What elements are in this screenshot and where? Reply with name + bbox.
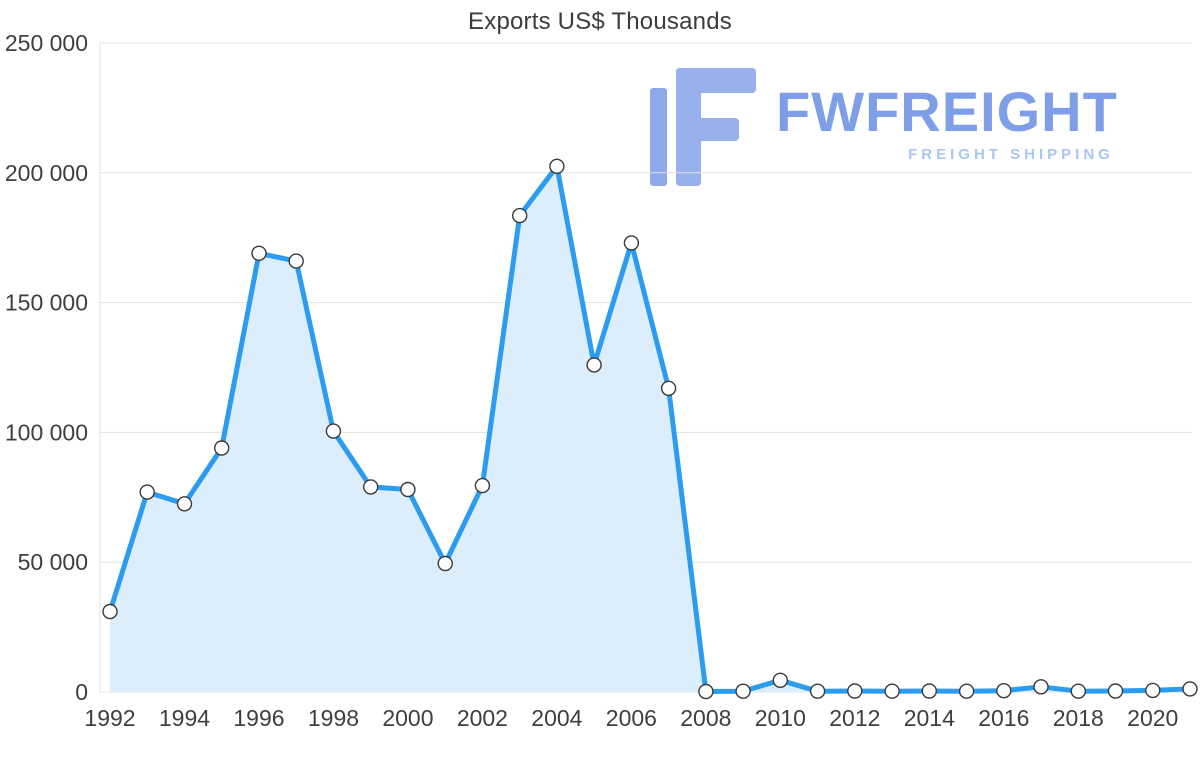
- x-tick-label: 1998: [308, 705, 359, 731]
- x-tick-label: 2000: [382, 705, 433, 731]
- x-tick-label: 2002: [457, 705, 508, 731]
- x-tick-label: 2016: [978, 705, 1029, 731]
- y-tick-label: 100 000: [5, 419, 88, 445]
- data-point-marker: [549, 158, 565, 175]
- data-point-marker: [437, 555, 453, 572]
- data-point-marker: [1107, 683, 1124, 699]
- data-point-marker: [996, 683, 1012, 699]
- data-point-marker: [884, 683, 900, 699]
- data-point-marker: [325, 423, 342, 439]
- data-point-marker: [809, 683, 826, 699]
- data-point-marker: [1070, 683, 1087, 699]
- x-tick-label: 2014: [904, 705, 955, 731]
- data-point-marker: [139, 484, 155, 500]
- chart-title: Exports US$ Thousands: [468, 8, 732, 35]
- data-point-marker: [251, 245, 267, 262]
- x-tick-label: 2010: [755, 705, 806, 731]
- data-point-marker: [586, 357, 602, 373]
- data-point-marker: [772, 672, 788, 688]
- x-tick-label: 1994: [159, 705, 210, 731]
- data-point-marker: [660, 380, 677, 396]
- x-tick-label: 2018: [1053, 705, 1104, 731]
- data-point-marker: [102, 603, 118, 620]
- data-point-marker: [474, 477, 491, 494]
- data-point-marker: [847, 683, 863, 699]
- data-point-marker: [363, 479, 379, 495]
- data-point-marker: [735, 683, 751, 699]
- data-point-marker: [921, 683, 937, 699]
- data-point-marker: [958, 683, 975, 699]
- x-tick-label: 2004: [531, 705, 582, 731]
- series-area: [110, 166, 1190, 693]
- data-point-marker: [1182, 681, 1198, 697]
- data-point-marker: [1033, 679, 1049, 695]
- x-tick-label: 2006: [606, 705, 657, 731]
- x-tick-label: 2012: [829, 705, 880, 731]
- data-point-marker: [288, 253, 304, 269]
- y-tick-label: 150 000: [5, 290, 88, 316]
- y-tick-label: 250 000: [5, 30, 88, 56]
- x-tick-label: 1996: [233, 705, 284, 731]
- x-tick-label: 2020: [1127, 705, 1178, 731]
- data-point-marker: [1145, 682, 1161, 699]
- data-point-marker: [176, 496, 193, 512]
- y-tick-label: 200 000: [5, 160, 88, 186]
- data-point-marker: [623, 235, 640, 251]
- data-point-marker: [213, 440, 230, 456]
- data-point-marker: [400, 481, 416, 498]
- data-point-marker: [512, 207, 528, 224]
- data-point-marker: [698, 683, 714, 700]
- x-tick-label: 1992: [84, 705, 135, 731]
- x-tick-label: 2008: [680, 705, 731, 731]
- y-tick-label: 50 000: [18, 549, 88, 575]
- y-tick-label: 0: [75, 679, 88, 705]
